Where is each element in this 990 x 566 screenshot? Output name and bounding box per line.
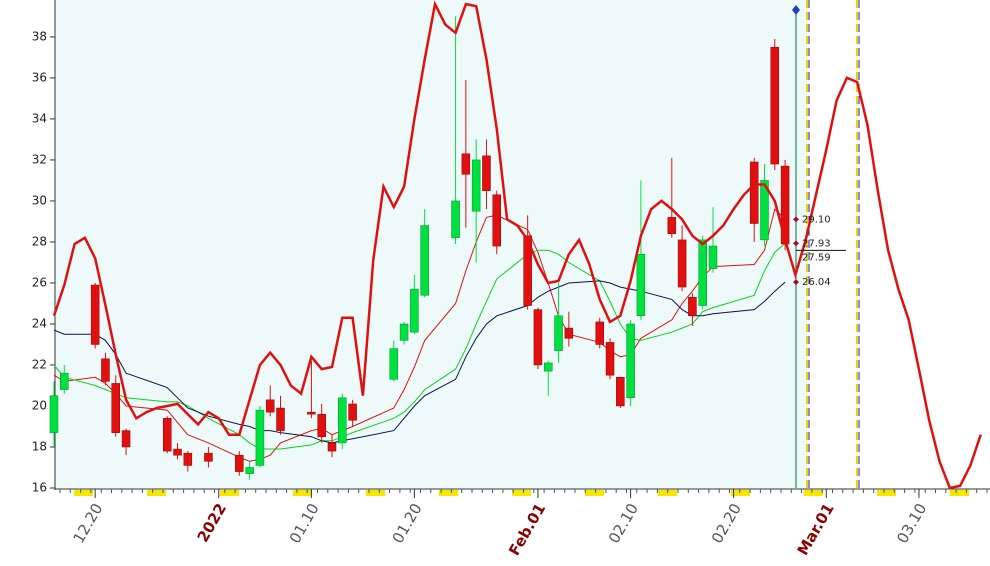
- weekend-marker: [804, 490, 823, 496]
- weekend-marker: [512, 490, 531, 496]
- candle-body: [616, 377, 625, 407]
- candle-body: [389, 348, 399, 380]
- weekend-markers: [74, 490, 969, 496]
- plot-background: [55, 0, 807, 488]
- x-tick-label: 2022: [194, 500, 230, 545]
- weekend-marker: [731, 490, 750, 496]
- value-marker: [793, 216, 799, 223]
- y-tick-label: 32: [32, 152, 47, 166]
- weekend-marker: [147, 490, 166, 496]
- candle-body: [636, 254, 646, 317]
- value-label: 26.04: [802, 277, 831, 288]
- candle-body: [111, 383, 121, 433]
- candle-body: [770, 46, 780, 165]
- candle-body: [461, 153, 471, 175]
- candle-body: [327, 442, 337, 452]
- x-tick-label: 01.20: [389, 500, 426, 546]
- weekend-marker: [220, 490, 239, 496]
- x-tick-label: 02.20: [708, 500, 745, 546]
- value-marker: [793, 279, 799, 286]
- y-tick-label: 38: [32, 29, 47, 43]
- candle-body: [595, 321, 604, 345]
- x-tick-label: 02.10: [605, 500, 642, 546]
- candle-body: [245, 467, 254, 474]
- candle-body: [564, 327, 574, 339]
- x-tick-label: 03.10: [893, 500, 930, 546]
- cursor-marker: [792, 5, 800, 15]
- candle-body: [749, 161, 759, 224]
- candle-body: [183, 452, 193, 466]
- candle-body: [60, 372, 69, 390]
- candle-body: [399, 323, 409, 341]
- candle-body: [698, 239, 707, 306]
- value-label: 29.10: [802, 214, 831, 225]
- candle-body: [471, 159, 481, 212]
- y-tick-label: 22: [32, 357, 47, 371]
- y-tick-label: 30: [32, 193, 47, 207]
- candle-body: [605, 342, 615, 376]
- weekend-marker: [74, 490, 93, 496]
- moving-average-line: [53, 280, 786, 444]
- candle-body: [533, 309, 543, 366]
- candle-body: [173, 448, 182, 456]
- candle-body: [492, 194, 502, 247]
- candle-body: [307, 411, 316, 415]
- candle-body: [317, 413, 326, 437]
- candle-body: [420, 225, 429, 296]
- moving-average-line: [53, 208, 786, 462]
- candle-body: [162, 418, 172, 452]
- candle-body: [348, 403, 357, 421]
- y-tick-label: 28: [32, 234, 47, 248]
- candle-body: [121, 430, 131, 448]
- candle-body: [204, 452, 213, 462]
- x-tick-label: Feb.01: [505, 500, 549, 558]
- weekend-marker: [366, 490, 385, 496]
- candle-body: [90, 284, 100, 345]
- value-label: 27.59: [802, 252, 831, 263]
- candle-body: [708, 245, 718, 269]
- x-tick-label: 12.20: [69, 500, 106, 546]
- candle-body: [523, 235, 532, 306]
- candle-body: [554, 315, 563, 351]
- weekend-marker: [877, 490, 896, 496]
- weekend-marker: [585, 490, 604, 496]
- moving-average-line: [53, 243, 786, 450]
- candle-body: [49, 395, 59, 433]
- y-tick-label: 36: [32, 70, 47, 84]
- value-marker: [793, 240, 799, 247]
- y-tick-label: 20: [32, 398, 47, 412]
- weekend-marker: [293, 490, 312, 496]
- x-tick-label: 01.10: [286, 500, 323, 546]
- candle-body: [760, 180, 769, 241]
- candle-body: [235, 454, 244, 472]
- candle-body: [410, 288, 419, 333]
- y-tick-label: 26: [32, 275, 47, 289]
- weekend-marker: [439, 490, 458, 496]
- candle-body: [667, 217, 677, 234]
- candle-body: [677, 239, 687, 288]
- value-label: 27.93: [802, 238, 831, 249]
- y-tick-label: 18: [32, 439, 47, 453]
- y-tick-label: 34: [32, 111, 47, 125]
- candle-body: [451, 200, 460, 239]
- weekend-marker: [950, 490, 969, 496]
- candle-body: [688, 297, 697, 317]
- candle-body: [265, 399, 275, 413]
- candle-body: [482, 155, 491, 191]
- candle-body: [543, 362, 553, 372]
- candle-body: [255, 409, 265, 466]
- candle-body: [101, 358, 110, 382]
- candle-body: [276, 407, 285, 431]
- x-tick-label: Mar.01: [794, 500, 838, 558]
- y-tick-label: 16: [32, 481, 47, 495]
- y-tick-label: 24: [32, 316, 47, 330]
- candle-body: [338, 397, 347, 444]
- candle-body: [626, 323, 635, 399]
- cycle-line: [52, 0, 982, 490]
